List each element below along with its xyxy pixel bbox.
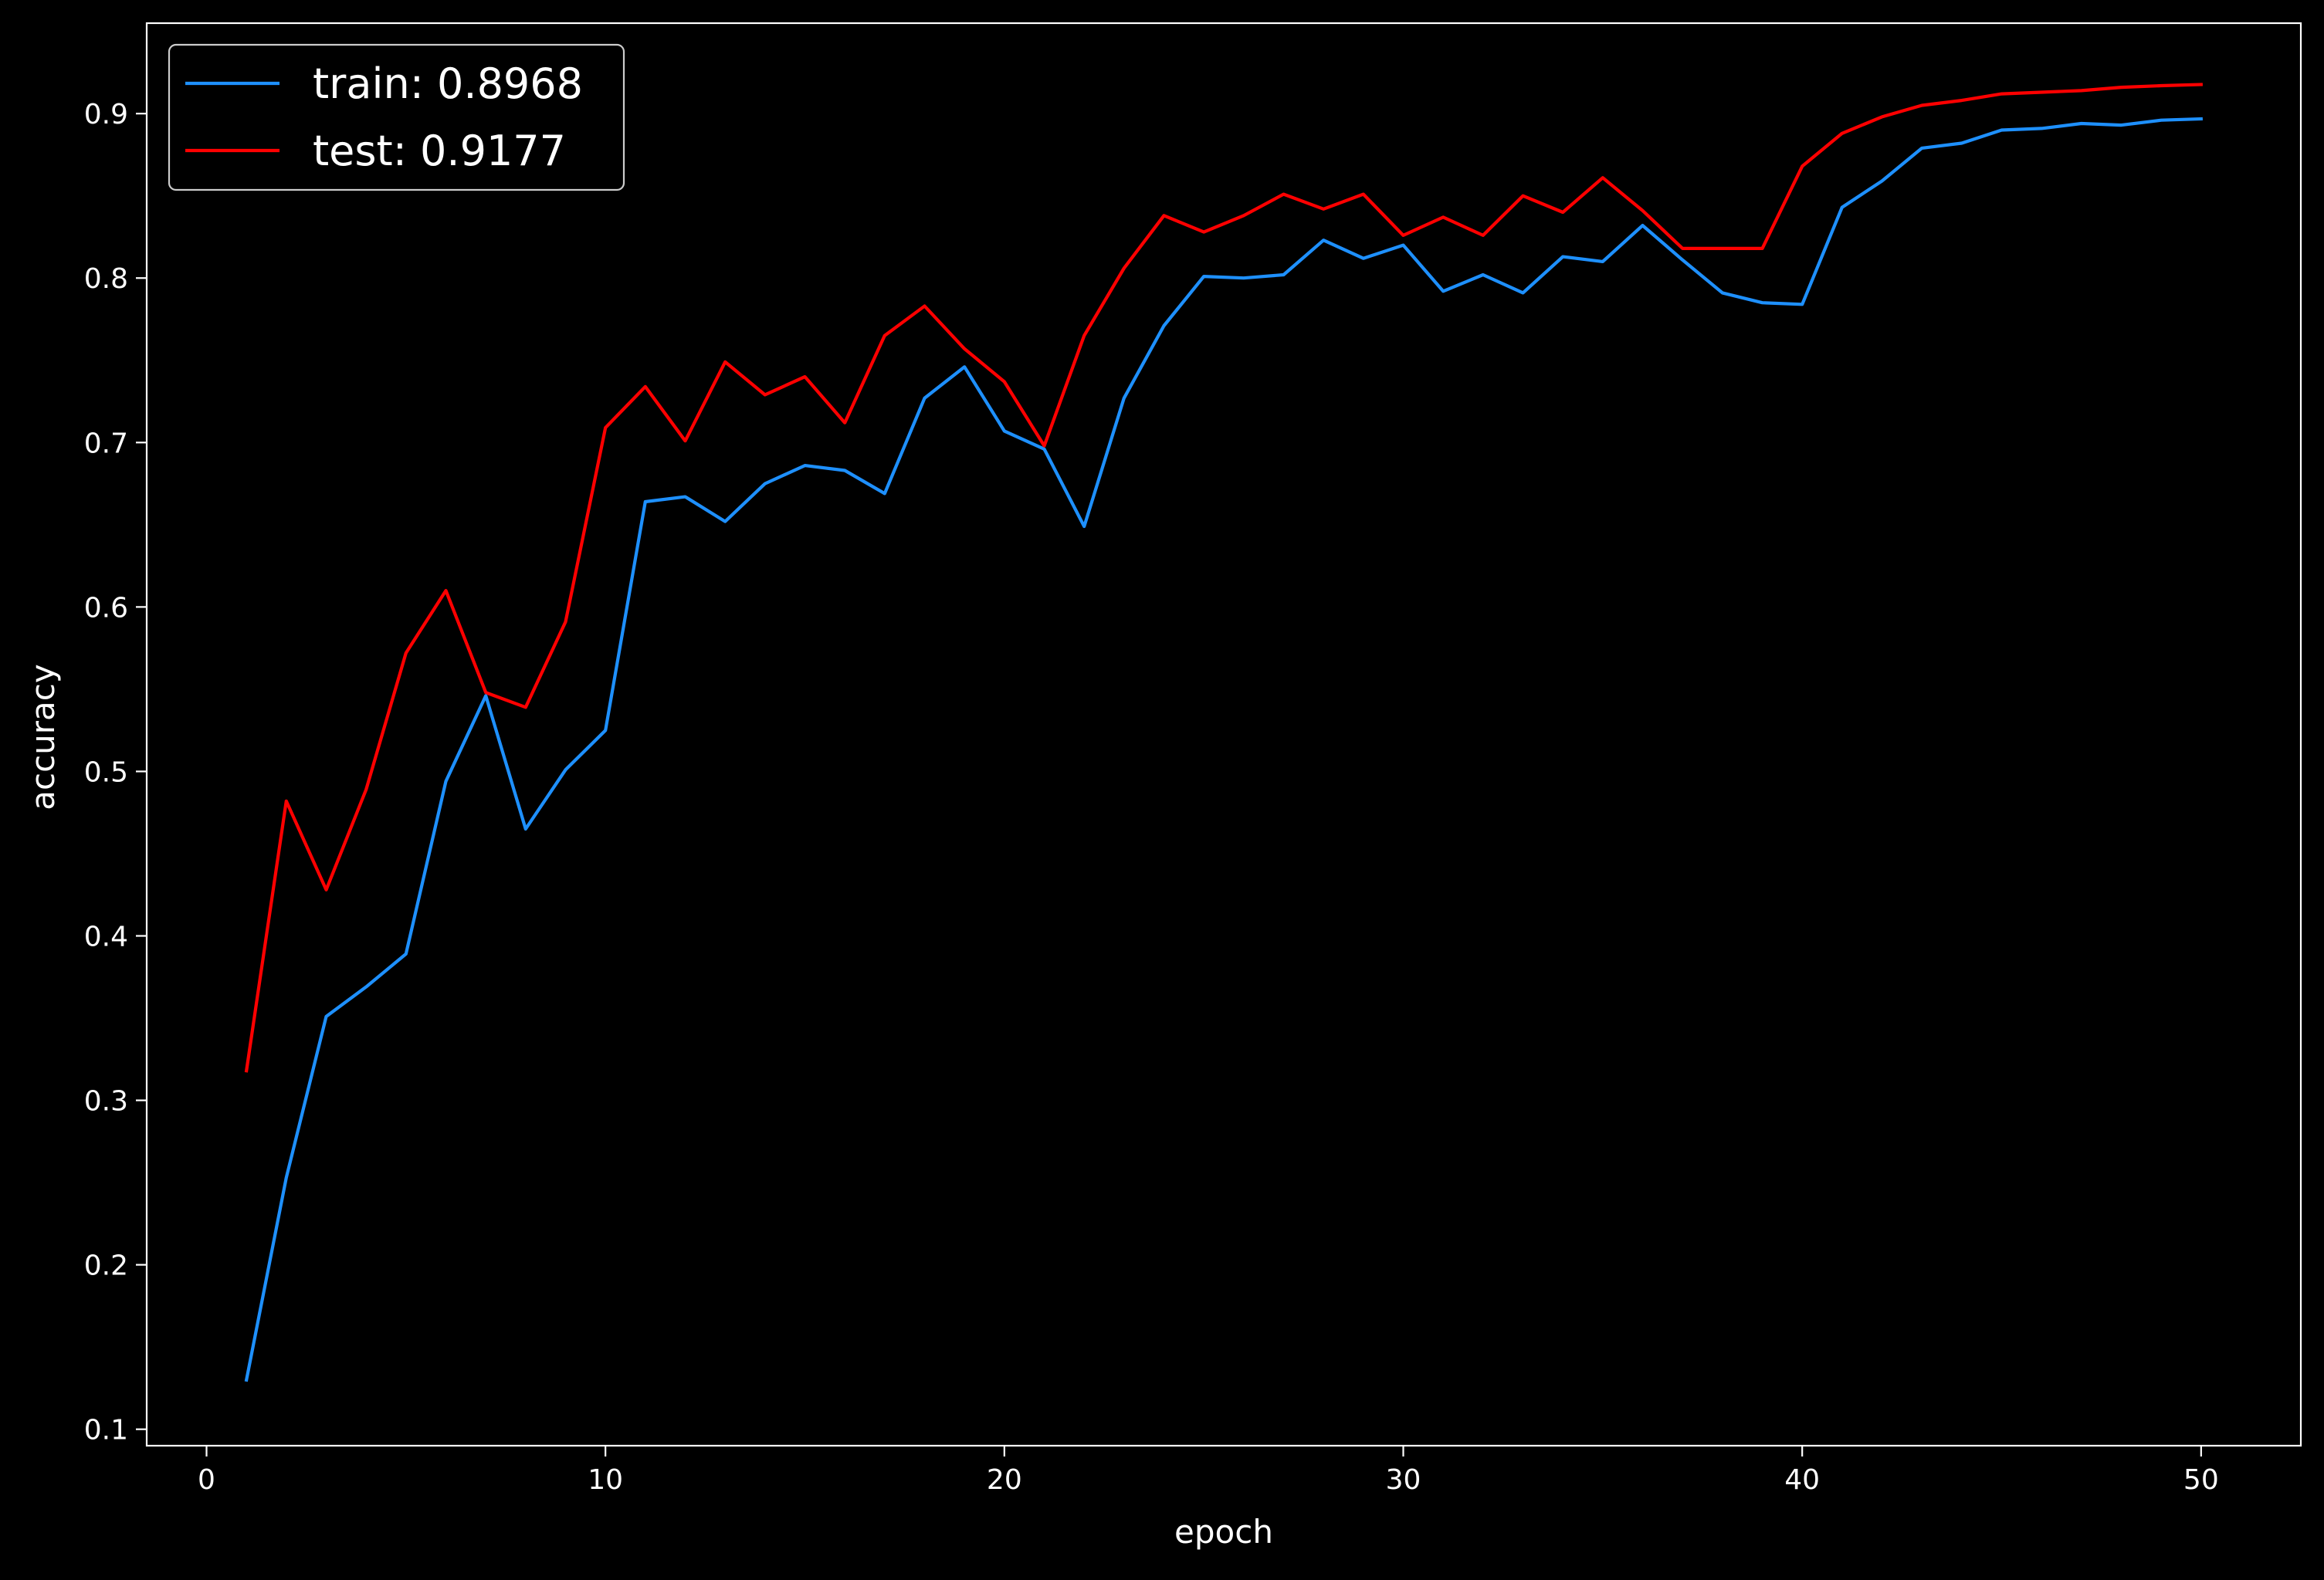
x-tick-label: 10 (588, 1464, 623, 1496)
y-tick-label: 0.6 (84, 592, 128, 624)
y-tick-label: 0.7 (84, 428, 128, 459)
legend-label: test: 0.9177 (313, 127, 566, 175)
x-tick-label: 30 (1386, 1464, 1421, 1496)
legend-box (168, 43, 625, 191)
y-tick-label: 0.5 (84, 756, 128, 788)
x-tick-label: 40 (1784, 1464, 1820, 1496)
x-axis-label: epoch (1174, 1513, 1273, 1551)
y-tick-label: 0.8 (84, 263, 128, 295)
y-tick-label: 0.1 (84, 1415, 128, 1446)
series-line-train (244, 117, 2203, 1382)
series-layer (244, 83, 2203, 1382)
x-tick-label: 0 (198, 1464, 215, 1496)
y-tick-label: 0.4 (84, 922, 128, 953)
series-line-test (244, 83, 2203, 1073)
x-tick-label: 20 (987, 1464, 1022, 1496)
y-tick-label: 0.3 (84, 1086, 128, 1118)
x-tick-label: 50 (2183, 1464, 2219, 1496)
y-axis-label: accuracy (24, 664, 62, 810)
y-tick-label: 0.2 (84, 1250, 128, 1282)
legend-label: train: 0.8968 (313, 59, 583, 108)
tick-layer: 0 10 20 30 40 50 0.1 0.2 0.3 0.4 0.5 0.6 0.7 0.8 0.9 (84, 99, 2219, 1496)
plot-frame (145, 22, 2302, 1447)
y-tick-label: 0.9 (84, 99, 128, 130)
legend: train: 0.8968 test: 0.9177 (168, 43, 625, 191)
